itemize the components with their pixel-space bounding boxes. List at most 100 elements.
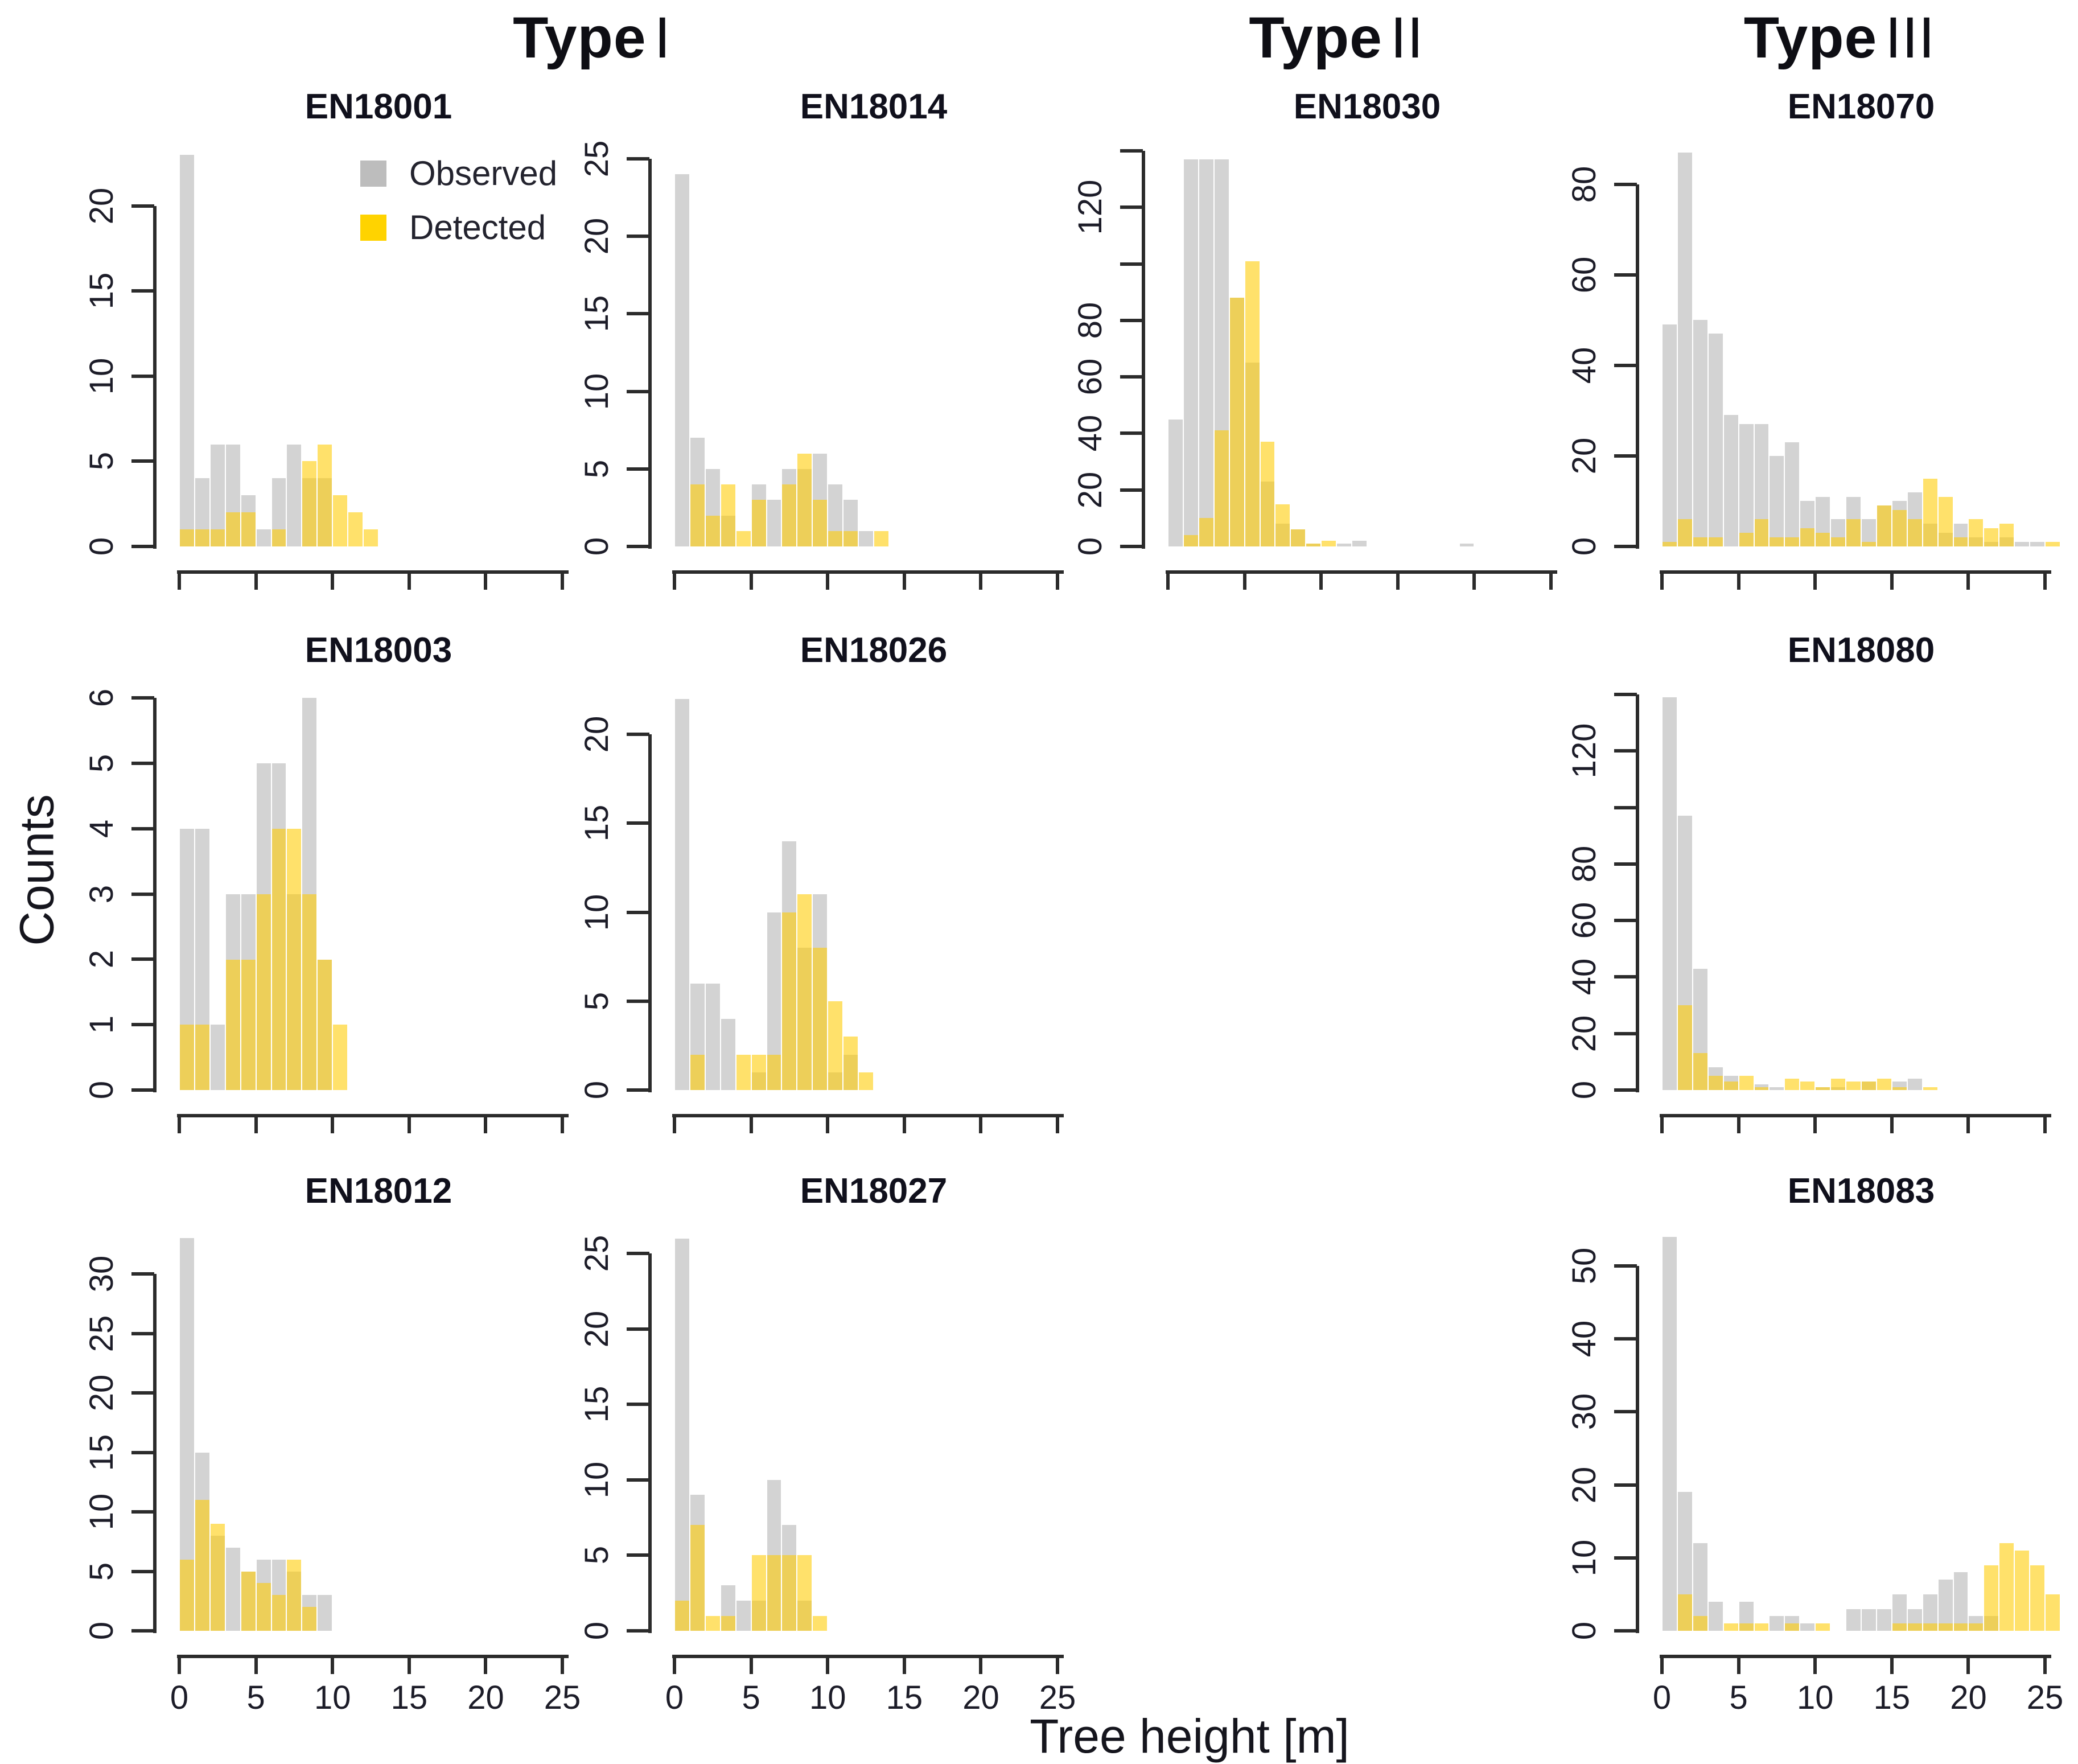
x-axis-tick-label: 20 xyxy=(962,1679,999,1716)
bar-detected xyxy=(859,1072,873,1090)
y-axis-tick-label: 5 xyxy=(578,459,615,478)
y-axis-tick xyxy=(627,467,649,471)
x-axis-tick xyxy=(254,570,258,590)
x-axis-tick xyxy=(1242,570,1246,590)
bar-detected xyxy=(751,1054,766,1090)
bar-detected xyxy=(1754,1623,1769,1631)
bar-detected xyxy=(1214,430,1229,546)
y-axis-tick-label: 0 xyxy=(1565,537,1603,556)
bar-detected xyxy=(318,959,332,1090)
y-axis-tick-label: 60 xyxy=(1565,256,1603,293)
x-axis-tick xyxy=(673,570,676,590)
bar-detected xyxy=(843,1037,858,1090)
y-axis-tick-label: 30 xyxy=(1565,1393,1603,1430)
y-axis-tick xyxy=(627,733,649,736)
y-axis-tick-label: 0 xyxy=(578,1621,615,1640)
bars-area xyxy=(179,1232,578,1631)
x-axis-tick xyxy=(979,570,983,590)
bar-detected xyxy=(828,1001,843,1090)
y-axis-tick-label: 20 xyxy=(578,218,615,255)
y-axis-tick-label: 30 xyxy=(83,1255,120,1293)
y-axis-tick xyxy=(1120,318,1143,322)
header-type-numeral: I xyxy=(654,5,671,70)
y-axis-tick-label: 60 xyxy=(1071,358,1109,396)
y-axis-tick-label: 0 xyxy=(1565,1080,1603,1100)
y-axis-tick xyxy=(1614,1031,1637,1035)
histogram-panel-EN18030: EN18030 0 20 40 60 80 120 xyxy=(1072,87,1566,590)
bar-observed xyxy=(2015,542,2030,546)
bar-detected xyxy=(1306,544,1321,546)
y-axis-tick-label: 10 xyxy=(83,357,120,395)
column-header-type-3: Type III xyxy=(1744,5,1936,71)
bar-detected xyxy=(1677,1594,1692,1631)
x-axis-tick xyxy=(407,570,411,590)
bars-area xyxy=(674,1232,1073,1631)
y-axis-tick xyxy=(131,696,154,700)
x-axis-tick-label: 25 xyxy=(1039,1679,1076,1716)
bar-observed xyxy=(1907,1079,1922,1090)
bar-detected xyxy=(210,529,225,546)
y-axis-tick-label: 10 xyxy=(578,1461,615,1499)
x-axis-tick xyxy=(484,570,488,590)
bar-observed xyxy=(1337,544,1352,546)
y-axis-tick-label: 20 xyxy=(1565,1015,1603,1052)
x-axis-tick xyxy=(1472,570,1476,590)
bar-detected xyxy=(256,894,271,1090)
y-axis-tick-label: 10 xyxy=(578,894,615,931)
bar-detected xyxy=(241,512,256,546)
bar-detected xyxy=(1907,519,1922,546)
bar-observed xyxy=(1199,159,1213,546)
panel-title: EN18070 xyxy=(1787,87,1935,126)
y-axis-tick-label: 1 xyxy=(83,1015,120,1034)
y-axis-tick xyxy=(1614,692,1637,696)
y-axis-tick xyxy=(1614,862,1637,866)
bar-observed xyxy=(287,444,302,546)
y-axis-tick-label: 80 xyxy=(1565,166,1603,203)
y-axis-tick xyxy=(1120,431,1143,435)
bar-detected xyxy=(1816,1087,1830,1090)
x-axis-tick xyxy=(1813,570,1817,590)
x-axis-tick xyxy=(1737,1114,1740,1133)
y-axis-tick-label: 0 xyxy=(83,537,120,556)
y-axis-tick-label: 20 xyxy=(83,1374,120,1412)
bar-detected xyxy=(1785,1079,1800,1090)
bars-area xyxy=(1662,148,2060,546)
y-axis-tick xyxy=(627,1327,649,1331)
y-axis-tick-label: 0 xyxy=(83,1080,120,1100)
x-axis-tick xyxy=(561,570,565,590)
legend-item-observed: Observed xyxy=(360,154,557,193)
bar-observed xyxy=(1183,159,1198,546)
bar-detected xyxy=(225,512,240,546)
y-axis-line xyxy=(153,698,157,1092)
bar-detected xyxy=(195,529,209,546)
y-axis-tick xyxy=(627,1478,649,1482)
bar-detected xyxy=(1938,496,1953,546)
x-axis-tick xyxy=(673,1114,676,1133)
bar-detected xyxy=(751,500,766,546)
header-type-numeral: II xyxy=(1390,5,1424,70)
legend: Observed Detected xyxy=(360,154,557,262)
x-axis-line xyxy=(177,570,569,574)
x-axis-tick-label: 25 xyxy=(2026,1679,2064,1716)
bar-detected xyxy=(1245,261,1260,546)
bar-observed xyxy=(1708,1601,1723,1631)
panel-title: EN18001 xyxy=(305,87,452,126)
bar-detected xyxy=(287,828,302,1090)
bar-observed xyxy=(1846,1609,1861,1631)
y-axis-tick xyxy=(1614,805,1637,809)
x-axis-tick xyxy=(484,1655,488,1674)
bar-observed xyxy=(675,698,689,1090)
histogram-panel-EN18026: EN18026 0 5 10 15 20 xyxy=(578,631,1073,1133)
y-axis-tick xyxy=(131,1272,154,1276)
bar-detected xyxy=(1831,537,1846,546)
x-axis-line xyxy=(672,1655,1064,1658)
bar-detected xyxy=(1923,1623,1937,1631)
bar-detected xyxy=(225,959,240,1090)
x-axis-tick-label: 0 xyxy=(665,1679,684,1716)
bar-detected xyxy=(782,1555,797,1631)
x-axis-tick xyxy=(1319,570,1323,590)
bar-detected xyxy=(690,1525,705,1631)
bar-detected xyxy=(1923,1087,1937,1090)
bars-area xyxy=(1662,692,2060,1090)
